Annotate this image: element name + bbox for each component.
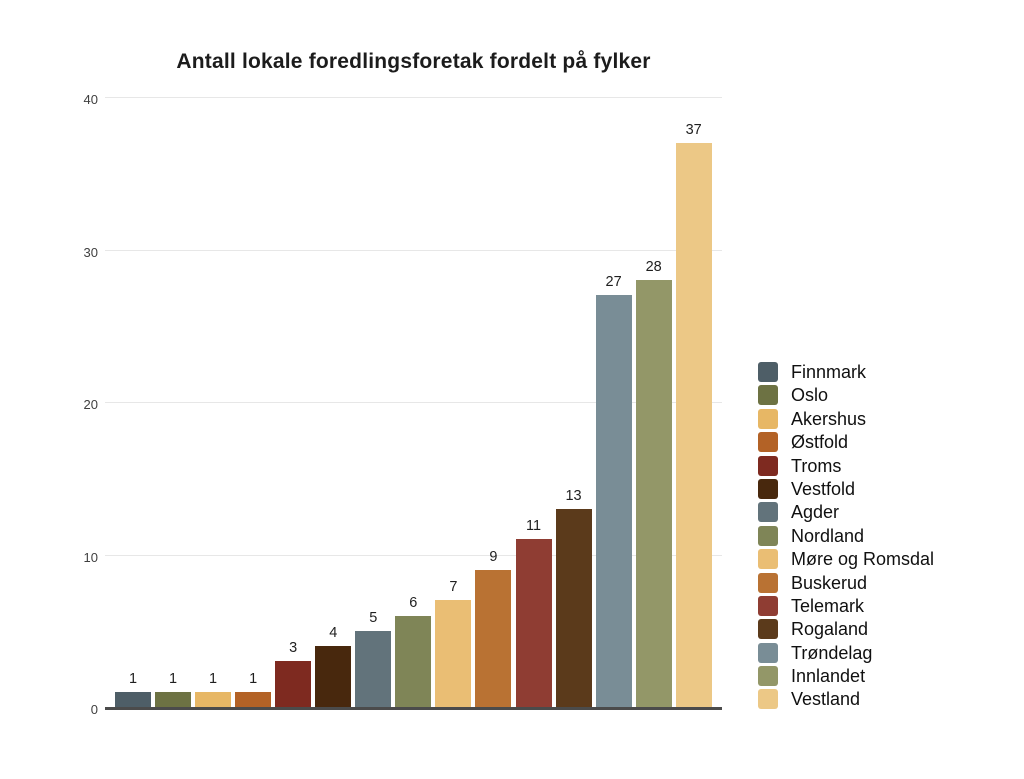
bar-akershus	[195, 691, 232, 707]
bar-value-label: 28	[645, 259, 662, 275]
legend-swatch	[758, 525, 778, 546]
y-tick-label: 10	[83, 549, 98, 565]
bar-value-label: 6	[409, 594, 418, 611]
bar-vestfold	[315, 646, 352, 707]
plot-area: 1 1 1 1 3 4 5 6 7 9 11 13 27 28 37	[105, 97, 722, 710]
legend-item-vestfold: Vestfold	[758, 478, 934, 499]
legend-swatch	[758, 478, 778, 499]
bar-møre-og-romsdal	[435, 600, 472, 707]
legend-item-møre-og-romsdal: Møre og Romsdal	[758, 549, 935, 570]
legend-swatch	[758, 362, 778, 382]
bar-rogaland	[555, 508, 592, 707]
bar-value-label: 11	[525, 518, 542, 535]
chart-title: Antall lokale foredlingsforetak fordelt …	[176, 50, 651, 73]
legend-swatch	[758, 572, 778, 593]
legend-swatch	[758, 385, 778, 406]
gridline	[105, 97, 722, 98]
legend-item-vestland: Vestland	[758, 689, 934, 710]
legend-swatch	[758, 408, 778, 429]
y-tick-label: 0	[90, 702, 98, 717]
legend-item-innlandet: Innlandet	[758, 666, 934, 687]
legend-label: Vestland	[791, 689, 861, 710]
bar-telemark	[515, 539, 552, 707]
legend-swatch	[758, 432, 778, 453]
legend-item-buskerud: Buskerud	[758, 572, 934, 593]
legend: Finnmark Oslo Akershus Østfold Troms Vestfold…	[758, 362, 934, 713]
legend-label: Vestfold	[791, 478, 856, 499]
legend-label: Innlandet	[791, 666, 866, 687]
legend-label: Østfold	[791, 432, 849, 453]
bar-østfold	[235, 691, 272, 707]
bar-value-label: 1	[209, 670, 218, 687]
legend-swatch	[758, 455, 778, 476]
legend-item-finnmark: Finnmark	[758, 362, 934, 382]
legend-label: Telemark	[791, 595, 865, 616]
bar-innlandet	[635, 280, 672, 707]
legend-item-østfold: Østfold	[758, 432, 934, 453]
legend-label: Buskerud	[791, 572, 868, 593]
bar-trøndelag	[595, 295, 632, 707]
legend-item-oslo: Oslo	[758, 385, 934, 406]
legend-swatch	[758, 549, 778, 570]
legend-swatch	[758, 666, 778, 687]
bar-oslo	[155, 691, 192, 707]
bar-agder	[355, 630, 392, 707]
legend-swatch	[758, 642, 778, 663]
legend-swatch	[758, 619, 778, 640]
bar-value-label: 9	[489, 548, 498, 565]
bar-buskerud	[475, 569, 512, 707]
y-tick-label: 40	[83, 92, 98, 107]
legend-swatch	[758, 689, 778, 710]
bar-nordland	[395, 615, 432, 707]
bar-value-label: 3	[289, 640, 298, 657]
legend-label: Møre og Romsdal	[791, 549, 935, 570]
bar-value-label: 5	[369, 609, 378, 626]
bar-troms	[275, 661, 312, 707]
bar-finnmark	[115, 691, 151, 707]
legend-label: Agder	[791, 502, 840, 523]
bar-value-label: 13	[565, 487, 582, 504]
legend-swatch	[758, 502, 778, 523]
legend-label: Oslo	[791, 385, 829, 406]
legend-swatch	[758, 595, 778, 616]
bar-value-label: 37	[685, 121, 702, 138]
legend-item-troms: Troms	[758, 455, 934, 476]
gridline	[105, 249, 722, 251]
legend-label: Troms	[791, 455, 842, 476]
legend-item-akershus: Akershus	[758, 408, 934, 429]
bar-value-label: 1	[128, 670, 138, 687]
bar-value-label: 27	[605, 274, 622, 291]
legend-label: Rogaland	[791, 619, 869, 640]
legend-item-trøndelag: Trøndelag	[758, 642, 934, 663]
bar-value-label: 7	[449, 579, 458, 596]
legend-item-nordland: Nordland	[758, 525, 934, 546]
legend-item-agder: Agder	[758, 502, 934, 523]
bar-vestland	[675, 142, 712, 707]
y-tick-label: 20	[83, 397, 98, 412]
legend-label: Nordland	[791, 525, 865, 546]
legend-item-telemark: Telemark	[758, 595, 934, 616]
legend-item-rogaland: Rogaland	[758, 619, 934, 640]
legend-label: Trøndelag	[791, 642, 873, 663]
gridline	[105, 554, 722, 556]
bar-value-label: 1	[169, 670, 178, 687]
bar-value-label: 4	[329, 625, 338, 641]
gridline	[105, 402, 722, 403]
legend-label: Akershus	[791, 408, 867, 429]
y-tick-label: 30	[83, 244, 98, 260]
bar-value-label: 1	[249, 670, 258, 687]
legend-label: Finnmark	[791, 362, 867, 382]
